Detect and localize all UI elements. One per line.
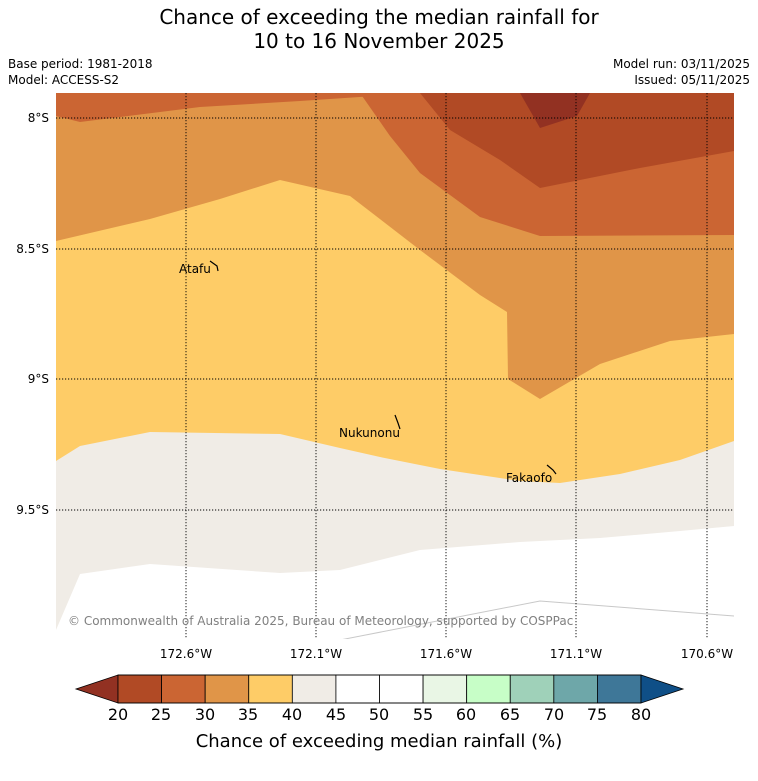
model-name: Model: ACCESS-S2: [8, 73, 120, 87]
colorbar-cell: [379, 674, 424, 704]
colorbar-cell: [466, 674, 511, 704]
place-label-atafu: Atafu: [179, 262, 211, 276]
fakaofo-outline: [546, 464, 557, 475]
colorbar-cell: [291, 674, 337, 704]
nukunonu-outline: [394, 414, 401, 430]
info-left: Base period: 1981-2018 Model: ACCESS-S2: [8, 56, 153, 88]
colorbar-cell: [553, 674, 598, 704]
copyright-notice: © Commonwealth of Australia 2025, Bureau…: [68, 614, 574, 628]
island-outlines: [209, 260, 557, 475]
region-30-35-top: [56, 93, 420, 122]
colorbar-cell: [204, 674, 250, 704]
lon-label: 171.1°W: [549, 647, 603, 661]
colorbar-tick-label: 45: [325, 705, 347, 724]
colorbar-extend-high: [640, 674, 685, 704]
colorbar-tick-label: 75: [586, 705, 608, 724]
colorbar-tick-label: 70: [543, 705, 565, 724]
colorbar-cells: [117, 674, 642, 704]
colorbar-tick-label: 40: [281, 705, 303, 724]
lat-label: 8.5°S: [16, 242, 49, 256]
colorbar-tick-label: 20: [107, 705, 129, 724]
lon-label: 172.1°W: [289, 647, 343, 661]
colorbar-cell: [161, 674, 206, 704]
lon-label: 172.6°W: [159, 647, 213, 661]
colorbar-tick-label: 80: [630, 705, 652, 724]
colorbar-tick-label: 65: [499, 705, 521, 724]
region-20-25: [520, 93, 590, 128]
chart-title: Chance of exceeding the median rainfall …: [0, 5, 758, 53]
colorbar-cell: [335, 674, 380, 704]
map-area: [56, 93, 734, 639]
colorbar-tick-label: 50: [368, 705, 390, 724]
model-run: Model run: 03/11/2025: [612, 57, 750, 71]
lat-label: 9°S: [27, 372, 49, 386]
colorbar-cell: [509, 674, 555, 704]
contour-line: [342, 600, 734, 639]
lon-label: 170.6°W: [680, 647, 734, 661]
chart-title-line2: 10 to 16 November 2025: [253, 29, 505, 53]
colorbar-title: Chance of exceeding median rainfall (%): [195, 731, 563, 752]
chart-title-line1: Chance of exceeding the median rainfall …: [159, 5, 599, 29]
lat-label: 8°S: [27, 111, 49, 125]
place-label-fakaofo: Fakaofo: [506, 471, 553, 485]
colorbar-cell: [422, 674, 468, 704]
issued-date: Issued: 05/11/2025: [634, 73, 750, 87]
lon-label: 171.6°W: [419, 647, 473, 661]
colorbar-cell: [248, 674, 293, 704]
colorbar-tick-label: 30: [194, 705, 216, 724]
colorbar: [74, 674, 685, 704]
base-period: Base period: 1981-2018: [8, 57, 153, 71]
colorbar-tick-label: 55: [412, 705, 434, 724]
place-label-nukunonu: Nukunonu: [339, 426, 400, 440]
colorbar-tick-label: 35: [237, 705, 259, 724]
colorbar-tick-label: 25: [150, 705, 172, 724]
colorbar-tick-label: 60: [455, 705, 477, 724]
gridlines: [56, 93, 734, 639]
info-right: Model run: 03/11/2025 Issued: 05/11/2025: [613, 56, 750, 88]
atafu-outline: [209, 260, 219, 272]
colorbar-extend-low: [74, 674, 119, 704]
colorbar-cell: [597, 674, 642, 704]
colorbar-cell: [117, 674, 162, 704]
lat-label: 9.5°S: [16, 503, 49, 517]
